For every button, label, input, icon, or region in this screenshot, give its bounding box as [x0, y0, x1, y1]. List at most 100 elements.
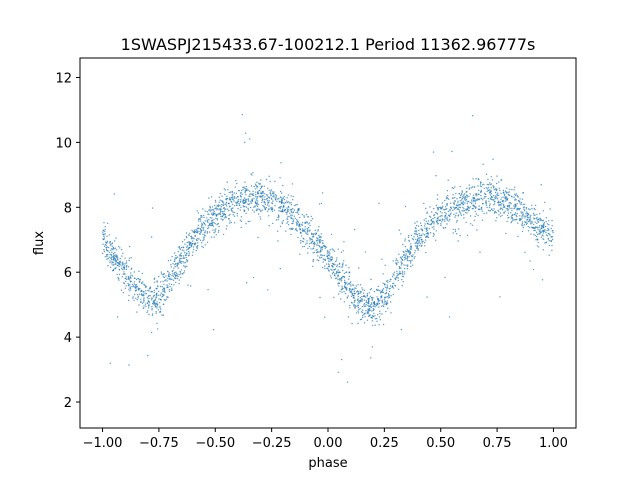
- data-point: [429, 216, 432, 218]
- data-point: [505, 208, 508, 210]
- data-point: [450, 206, 452, 208]
- data-point: [521, 224, 523, 226]
- data-point: [370, 278, 372, 281]
- data-point: [228, 214, 230, 217]
- x-tick-label: −0.75: [139, 436, 179, 451]
- data-point: [153, 301, 155, 304]
- data-point: [177, 275, 179, 278]
- data-point: [545, 234, 548, 236]
- data-point: [309, 224, 311, 227]
- data-point: [219, 207, 221, 210]
- data-point: [189, 232, 191, 234]
- data-point: [320, 233, 322, 235]
- data-point: [229, 222, 231, 224]
- data-point: [292, 221, 294, 223]
- data-point: [130, 277, 132, 279]
- data-point: [517, 196, 519, 198]
- data-point: [444, 227, 447, 229]
- data-point: [521, 217, 523, 219]
- data-point: [441, 221, 443, 223]
- data-point: [388, 290, 391, 293]
- data-point: [151, 297, 153, 299]
- data-point: [131, 286, 133, 288]
- data-point: [411, 264, 414, 266]
- data-point: [148, 297, 150, 300]
- data-point: [179, 254, 181, 256]
- data-point: [306, 233, 308, 235]
- data-point: [255, 199, 257, 201]
- data-point: [371, 317, 374, 319]
- data-point: [343, 301, 345, 303]
- data-point: [316, 259, 318, 261]
- data-point: [336, 257, 338, 259]
- data-point: [201, 226, 203, 228]
- data-point: [134, 285, 137, 287]
- data-point: [256, 198, 258, 200]
- data-point: [473, 186, 476, 188]
- data-point: [292, 208, 294, 210]
- data-point: [436, 220, 438, 222]
- data-point: [255, 202, 257, 204]
- data-point: [466, 234, 469, 237]
- data-point: [411, 259, 413, 261]
- data-point: [463, 217, 465, 219]
- data-point: [176, 274, 178, 276]
- data-point: [503, 196, 505, 198]
- data-point: [500, 198, 502, 200]
- data-point: [247, 198, 249, 200]
- data-point: [215, 228, 217, 230]
- data-point: [433, 221, 435, 223]
- data-point: [213, 236, 215, 238]
- data-point: [448, 220, 450, 222]
- data-point: [485, 187, 487, 189]
- data-point: [324, 316, 326, 318]
- data-point: [186, 265, 188, 267]
- data-point: [368, 292, 370, 294]
- data-point: [351, 289, 354, 291]
- data-point: [210, 196, 213, 198]
- data-point: [472, 178, 474, 180]
- data-point: [496, 182, 498, 185]
- data-point: [357, 298, 359, 300]
- data-point: [442, 227, 444, 229]
- data-point: [534, 229, 536, 232]
- data-point: [174, 258, 176, 261]
- data-point: [459, 204, 462, 206]
- data-point: [267, 187, 269, 189]
- data-point: [458, 208, 460, 211]
- data-point: [280, 205, 282, 208]
- data-point: [137, 297, 139, 299]
- data-point: [240, 206, 242, 209]
- data-point: [494, 211, 497, 213]
- data-point: [133, 271, 135, 273]
- data-point: [401, 278, 403, 281]
- data-point: [251, 174, 253, 176]
- data-point: [183, 239, 186, 241]
- data-point: [307, 247, 309, 250]
- data-point: [165, 275, 167, 277]
- data-point: [105, 248, 108, 251]
- data-point: [415, 230, 417, 232]
- data-point: [128, 266, 130, 268]
- data-point: [193, 243, 195, 245]
- data-point: [181, 241, 184, 243]
- data-point: [245, 212, 247, 215]
- data-point: [404, 256, 406, 258]
- data-point: [370, 306, 372, 309]
- data-point: [431, 221, 434, 224]
- data-point: [371, 315, 374, 317]
- data-point: [229, 220, 231, 222]
- data-point: [237, 200, 240, 202]
- data-point: [484, 193, 487, 195]
- data-point: [347, 284, 349, 286]
- data-point: [307, 223, 309, 225]
- data-point: [286, 200, 288, 202]
- data-point: [367, 302, 369, 304]
- data-point: [302, 237, 304, 239]
- data-point: [278, 197, 280, 200]
- data-point: [217, 205, 219, 207]
- data-point: [159, 285, 162, 288]
- data-point: [458, 204, 460, 206]
- data-point: [496, 175, 498, 177]
- data-point: [405, 264, 407, 266]
